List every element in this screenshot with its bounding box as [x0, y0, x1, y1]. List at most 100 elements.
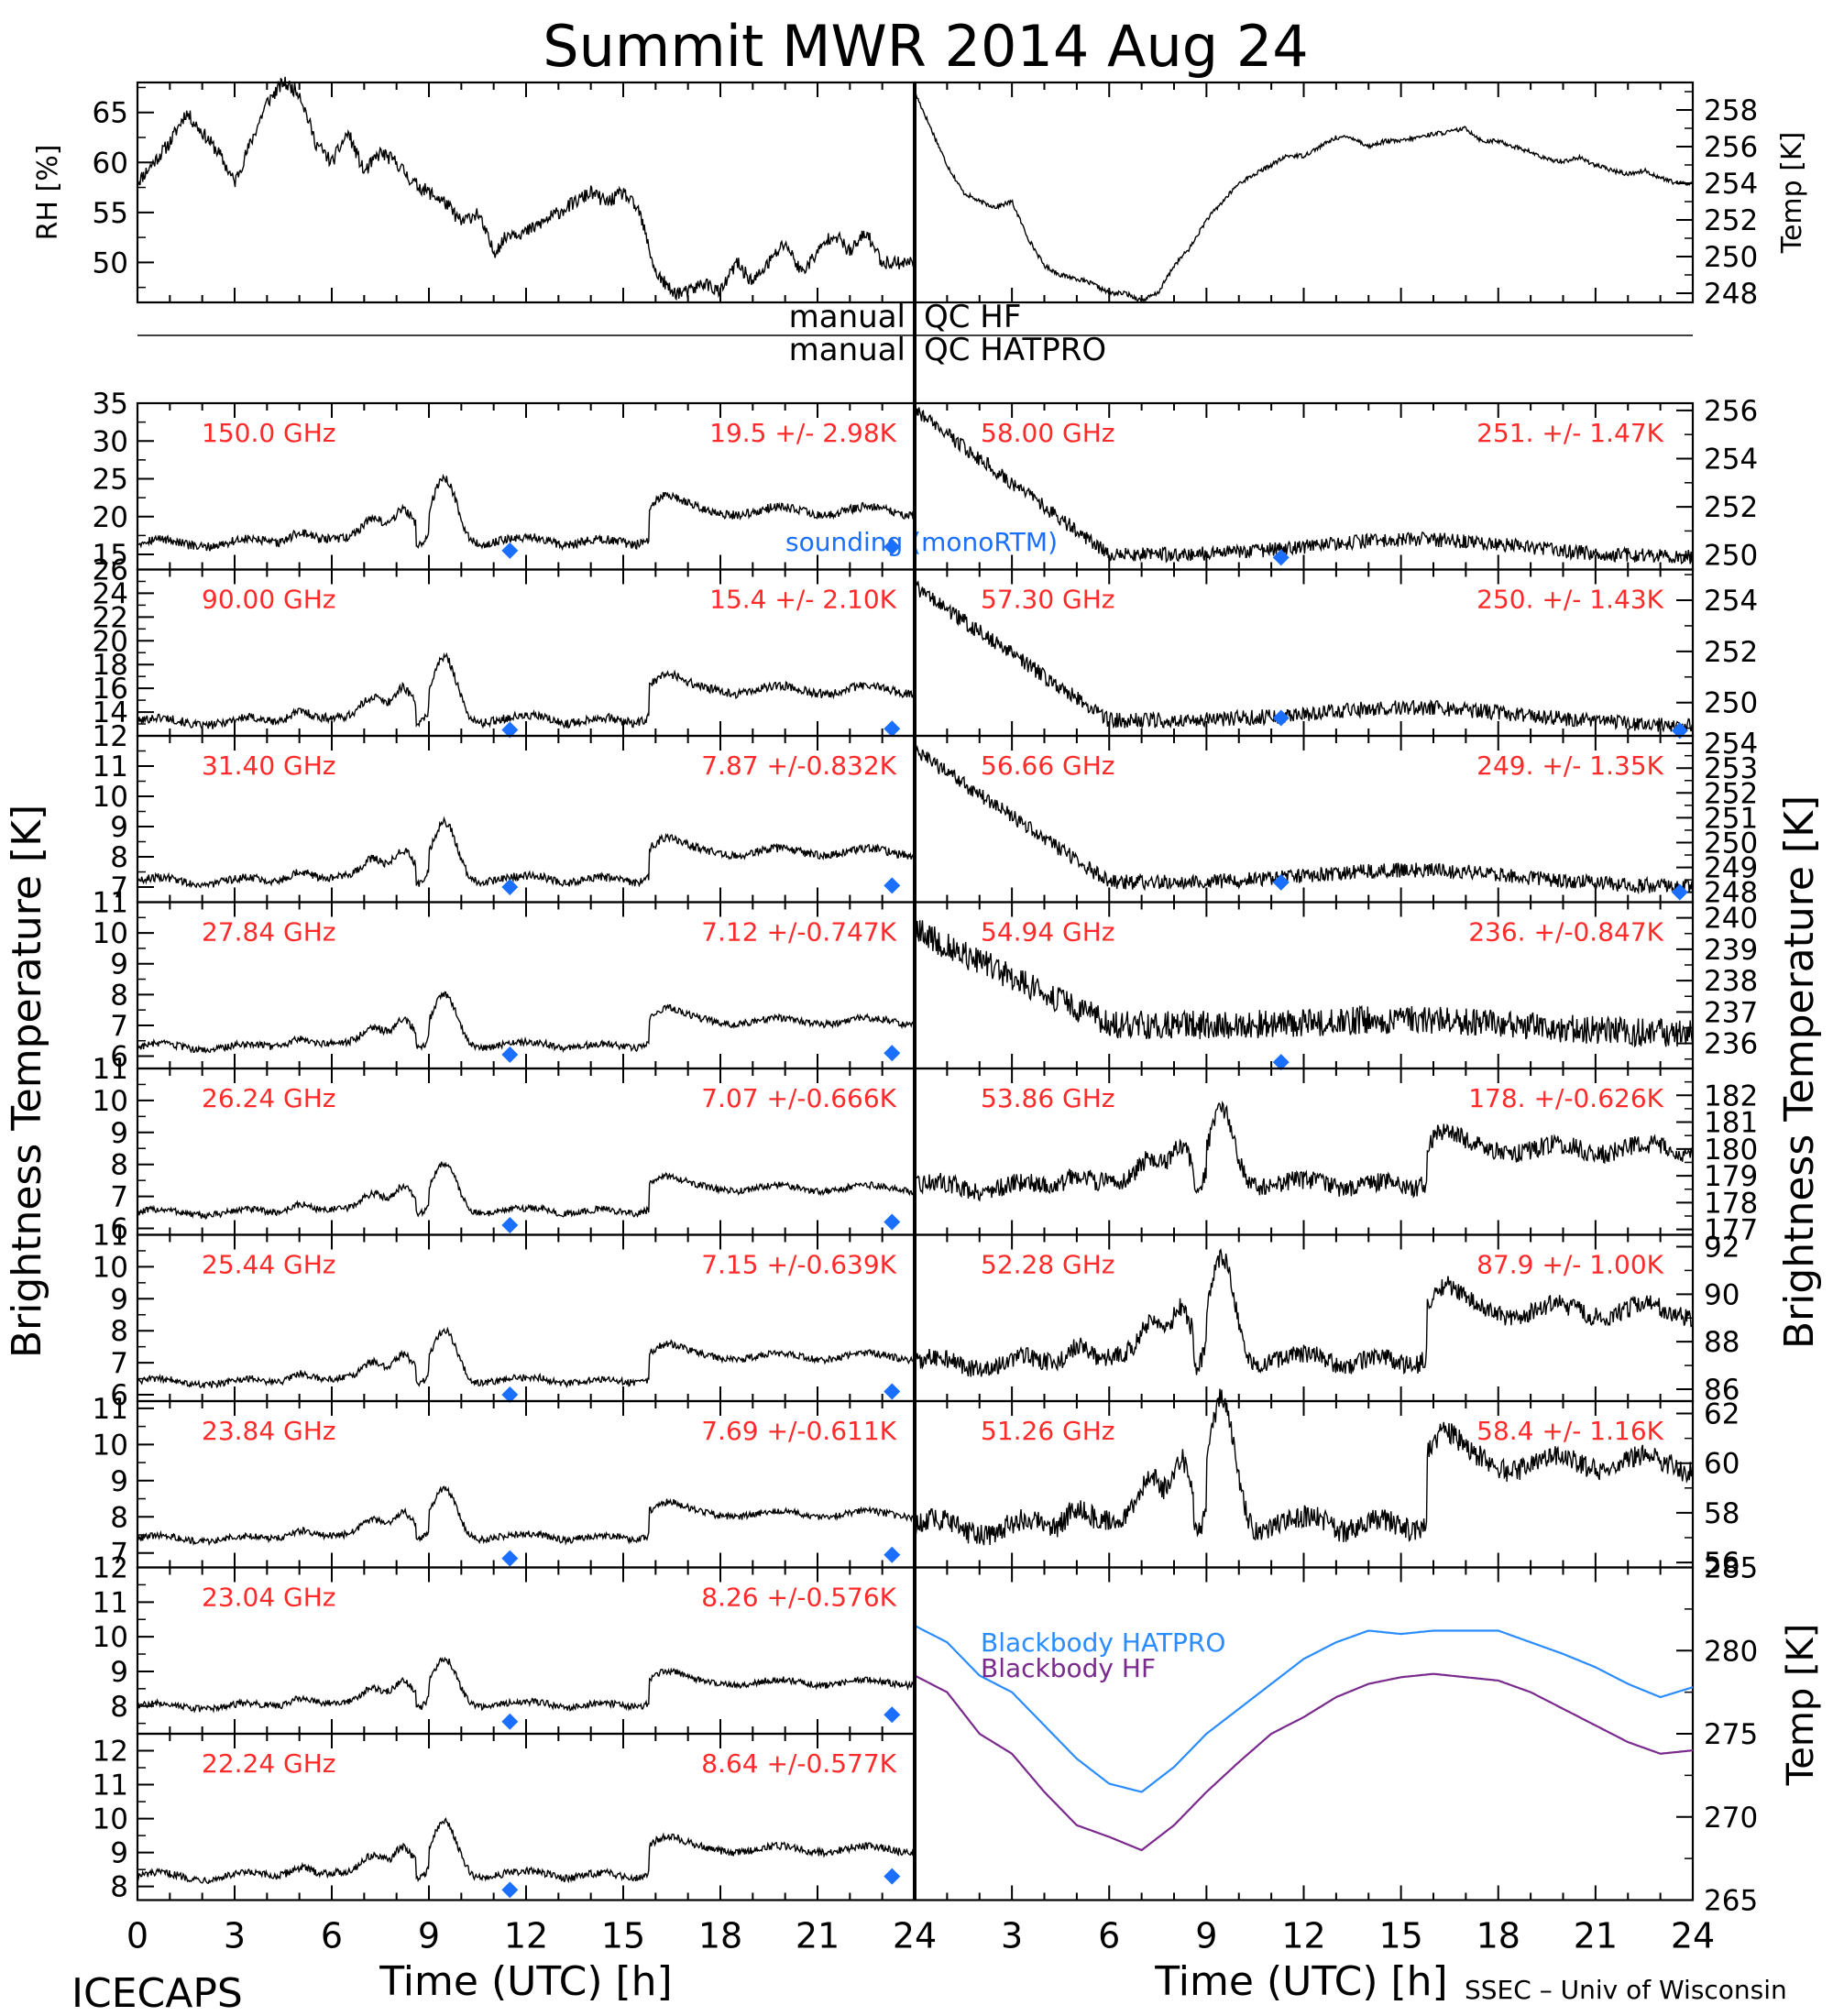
x-tick-label-right: 12 — [1281, 1916, 1325, 1956]
left-panel-7-ytick-label: 10 — [93, 1621, 128, 1654]
left-panel-2-stats-label: 7.87 +/-0.832K — [701, 751, 896, 781]
right-panel-0-stats-label: 251. +/- 1.47K — [1476, 418, 1663, 448]
sounding-marker — [501, 1046, 519, 1063]
left-panel-1-stats-label: 15.4 +/- 2.10K — [709, 585, 896, 615]
right-panel-1-stats-label: 250. +/- 1.43K — [1476, 585, 1663, 615]
footer-left-label: ICECAPS — [71, 1970, 243, 2016]
blackbody-panel-ytick-label: 280 — [1704, 1635, 1758, 1668]
right-panel-6-freq-label: 51.26 GHz — [981, 1416, 1115, 1446]
left-panel-3-freq-label: 27.84 GHz — [202, 917, 336, 948]
right-panel-4-ytick-label: 181 — [1704, 1107, 1758, 1140]
right-panel-5-stats-label: 87.9 +/- 1.00K — [1476, 1250, 1663, 1280]
right-panel-5-ytick-label: 92 — [1704, 1231, 1740, 1264]
x-tick-label-left: 18 — [698, 1916, 742, 1956]
left-panel-6-ytick-label: 10 — [93, 1429, 128, 1462]
left-panel-6-ytick-label: 9 — [110, 1465, 128, 1498]
qc-hf-right-label: QC HF — [924, 299, 1021, 335]
left-panel-4-ytick-label: 11 — [93, 1053, 128, 1086]
left-panel-0-freq-label: 150.0 GHz — [202, 418, 336, 448]
left-panel-2-ytick-label: 10 — [93, 781, 128, 814]
rh-panel-ytick-label: 60 — [93, 147, 128, 180]
sounding-marker — [884, 1213, 901, 1231]
right-panel-2-trace — [914, 744, 1694, 895]
right-panel-6-stats-label: 58.4 +/- 1.16K — [1476, 1416, 1663, 1446]
left-panel-5-trace — [137, 1326, 916, 1389]
left-panel-3-ytick-label: 9 — [110, 948, 128, 981]
sounding-marker — [884, 1045, 901, 1062]
sounding-marker — [501, 721, 519, 739]
right-panel-0-ytick-label: 254 — [1704, 444, 1758, 477]
footer-right-label: SSEC – Univ of Wisconsin — [1465, 1975, 1787, 2005]
blackbody-hatpro-label: Blackbody HATPRO — [981, 1627, 1225, 1658]
sounding-marker — [884, 720, 901, 738]
sounding-marker — [884, 1706, 901, 1724]
right-panel-4-ytick-label: 177 — [1704, 1214, 1758, 1247]
x-axis-label-left: Time (UTC) [h] — [379, 1958, 672, 2005]
right-panel-2-ytick-label: 253 — [1704, 752, 1758, 785]
left-panel-7-freq-label: 23.04 GHz — [202, 1583, 336, 1613]
right-panel-1-ytick-label: 252 — [1704, 636, 1758, 669]
temp-panel-ytick-label: 252 — [1704, 204, 1758, 237]
right-panel-4-ytick-label: 178 — [1704, 1187, 1758, 1220]
sounding-marker — [1272, 709, 1290, 727]
temp-series-line — [914, 91, 1694, 303]
x-tick-label-left: 24 — [893, 1916, 937, 1956]
right-panel-3-freq-label: 54.94 GHz — [981, 917, 1115, 948]
x-tick-label-right: 18 — [1476, 1916, 1520, 1956]
temp-axis-label: Temp [K] — [1776, 132, 1808, 255]
right-panel-2-stats-label: 249. +/- 1.35K — [1476, 751, 1663, 781]
right-panel-1-ytick-label: 254 — [1704, 585, 1758, 618]
right-panel-0-ytick-label: 250 — [1704, 540, 1758, 573]
right-panel-3-ytick-label: 238 — [1704, 965, 1758, 998]
right-panel-3-stats-label: 236. +/-0.847K — [1468, 917, 1663, 948]
x-tick-label-left: 12 — [504, 1916, 548, 1956]
left-panel-4-stats-label: 7.07 +/-0.666K — [701, 1083, 896, 1113]
sounding-marker — [501, 1386, 519, 1404]
right-panel-3-ytick-label: 236 — [1704, 1028, 1758, 1061]
left-panel-5-ytick-label: 11 — [93, 1220, 128, 1253]
right-panel-3-trace — [914, 920, 1694, 1048]
right-panel-2-ytick-label: 250 — [1704, 827, 1758, 860]
left-panel-0-ytick-label: 35 — [93, 388, 128, 421]
sounding-marker — [1671, 883, 1688, 901]
right-panel-0-trace — [914, 407, 1694, 564]
temp-panel-ytick-label: 256 — [1704, 131, 1758, 164]
blackbody-axis-label: Temp [K] — [1780, 1624, 1822, 1787]
left-panel-3-stats-label: 7.12 +/-0.747K — [701, 917, 896, 948]
left-panel-8-ytick-label: 12 — [93, 1736, 128, 1769]
right-panel-2-ytick-label: 248 — [1704, 877, 1758, 910]
left-panel-3-ytick-label: 11 — [93, 887, 128, 920]
left-panel-3-ytick-label: 6 — [110, 1041, 128, 1074]
left-panel-5-freq-label: 25.44 GHz — [202, 1250, 336, 1280]
left-panel-8-ytick-label: 10 — [93, 1803, 128, 1836]
x-tick-label-right: 6 — [1098, 1916, 1120, 1956]
left-panel-6-ytick-label: 11 — [93, 1393, 128, 1426]
right-panel-2-freq-label: 56.66 GHz — [981, 751, 1115, 781]
left-panel-1-ytick-label: 14 — [93, 696, 128, 729]
qc-hf-left-label: manual — [789, 299, 906, 335]
sounding-marker — [884, 1868, 901, 1885]
sounding-marker — [501, 542, 519, 559]
left-panel-1-ytick-label: 26 — [93, 554, 128, 587]
right-panel-1-trace — [914, 579, 1694, 734]
left-panel-1-ytick-label: 24 — [93, 577, 128, 610]
blackbody-panel-ytick-label: 285 — [1704, 1552, 1758, 1585]
sounding-marker — [1272, 873, 1290, 891]
left-panel-8-ytick-label: 8 — [110, 1871, 128, 1904]
temp-panel-ytick-label: 248 — [1704, 278, 1758, 311]
left-panel-0-axes: 15 20 25 30 35 — [93, 388, 916, 572]
left-panel-4-ytick-label: 6 — [110, 1213, 128, 1246]
left-panel-2-ytick-label: 7 — [110, 871, 128, 904]
left-panel-0-trace — [137, 473, 916, 552]
left-panel-3-trace — [137, 991, 916, 1054]
left-panel-7-ytick-label: 12 — [93, 1552, 128, 1585]
right-y-axis-label: Brightness Temperature [K] — [1776, 795, 1823, 1349]
left-panel-5-stats-label: 7.15 +/-0.639K — [701, 1250, 896, 1280]
right-panel-3-ytick-label: 237 — [1704, 996, 1758, 1029]
left-panel-1-ytick-label: 16 — [93, 673, 128, 706]
blackbody-hf-label: Blackbody HF — [981, 1653, 1156, 1683]
right-panel-5-ytick-label: 88 — [1704, 1326, 1740, 1359]
x-tick-label-left: 9 — [418, 1916, 440, 1956]
